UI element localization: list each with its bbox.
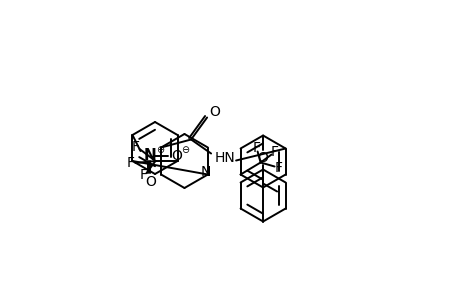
Text: F: F [270,146,278,160]
Text: HN: HN [214,151,235,164]
Text: O: O [145,175,156,189]
Text: N: N [144,148,157,164]
Text: O: O [171,149,181,163]
Text: O: O [257,152,268,166]
Text: N: N [200,166,211,179]
Text: O: O [209,106,220,119]
Text: F: F [139,168,147,182]
Text: F: F [126,156,134,170]
Text: ⊖: ⊖ [181,145,189,155]
Text: ⊕: ⊕ [156,145,164,155]
Text: F: F [252,142,260,155]
Text: F: F [131,140,139,154]
Text: F: F [274,160,282,175]
